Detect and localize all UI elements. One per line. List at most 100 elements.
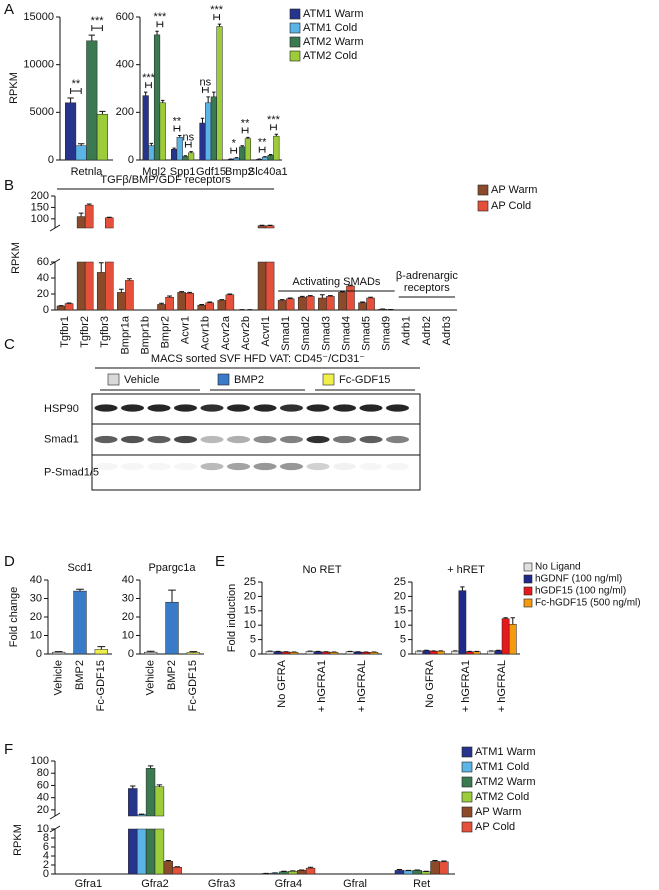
significance-label: ** bbox=[72, 78, 81, 90]
y-tick-label: 100 bbox=[31, 755, 49, 767]
x-tick-label: Vehicle bbox=[53, 660, 65, 695]
bar bbox=[145, 828, 156, 875]
error-bar bbox=[307, 295, 313, 297]
bar bbox=[163, 861, 174, 875]
blot-band bbox=[121, 462, 144, 471]
x-tick-label: Fc-GDF15 bbox=[95, 660, 107, 711]
bar bbox=[65, 102, 77, 161]
y-tick-label: 60 bbox=[37, 779, 49, 791]
error-bar bbox=[287, 297, 293, 299]
bar bbox=[458, 590, 467, 655]
bar bbox=[465, 651, 474, 655]
blot-row-label: Smad1 bbox=[44, 433, 79, 445]
error-bar bbox=[179, 291, 185, 293]
bar bbox=[186, 652, 200, 655]
bar bbox=[233, 157, 240, 161]
error-bar bbox=[66, 302, 72, 304]
bar bbox=[277, 300, 287, 311]
y-tick-label: 0 bbox=[128, 648, 134, 660]
bar bbox=[136, 814, 147, 817]
y-tick-label: 6 bbox=[43, 841, 49, 853]
error-bar bbox=[155, 30, 159, 35]
significance-bracket bbox=[230, 147, 238, 154]
bar bbox=[346, 285, 355, 311]
bar bbox=[430, 861, 440, 875]
bar bbox=[210, 96, 217, 161]
y-tick-label: 4 bbox=[43, 850, 49, 862]
y-tick-label: 0 bbox=[43, 868, 49, 880]
blot-band bbox=[200, 435, 224, 444]
error-bar bbox=[340, 291, 345, 293]
bar bbox=[279, 871, 289, 875]
bar bbox=[313, 651, 323, 655]
bar bbox=[148, 145, 155, 161]
y-tick-label: 0 bbox=[48, 154, 54, 166]
bar bbox=[96, 272, 106, 311]
y-tick-label: 15000 bbox=[23, 11, 54, 23]
y-tick-label: 0 bbox=[43, 304, 49, 316]
bar bbox=[345, 651, 355, 655]
significance-bracket bbox=[270, 124, 277, 131]
error-bar bbox=[172, 147, 176, 150]
legend-label: ATM1 Cold bbox=[303, 22, 357, 34]
blot-band bbox=[359, 435, 383, 444]
bar bbox=[56, 305, 66, 311]
x-tick-label: Vehicle bbox=[145, 660, 157, 695]
error-bar bbox=[299, 295, 305, 298]
x-tick-label: + hGFRA1 bbox=[316, 660, 328, 712]
bar bbox=[366, 297, 375, 311]
significance-label: *** bbox=[91, 15, 105, 27]
y-tick-label: 400 bbox=[116, 59, 134, 71]
significance-label: *** bbox=[153, 11, 167, 23]
blot-band bbox=[359, 404, 383, 412]
x-tick-label: Acvr2b bbox=[240, 316, 252, 350]
blot-band bbox=[227, 404, 250, 412]
y-tick-label: 15 bbox=[394, 605, 406, 617]
legend-swatch bbox=[523, 598, 533, 608]
bar bbox=[257, 225, 267, 229]
blot-band bbox=[386, 462, 409, 471]
blot-band bbox=[333, 462, 356, 471]
y-tick-label: 150 bbox=[31, 201, 49, 213]
bar bbox=[257, 261, 267, 311]
blot-band bbox=[280, 462, 303, 471]
legend-label: ATM2 Warm bbox=[303, 36, 364, 48]
y-tick-label: 20 bbox=[37, 288, 49, 300]
y-tick-label: 40 bbox=[37, 792, 49, 804]
y-tick-label: 10 bbox=[244, 619, 256, 631]
blot-band bbox=[306, 462, 330, 471]
x-tick-label: Acvr2a bbox=[220, 315, 232, 350]
bar bbox=[216, 26, 223, 161]
x-tick-label: No GFRA bbox=[424, 659, 436, 707]
error-bar bbox=[319, 294, 325, 298]
bar bbox=[154, 786, 165, 817]
legend-label: ATM2 Cold bbox=[303, 50, 357, 62]
legend-label: hGDNF (100 ng/ml) bbox=[535, 574, 622, 585]
error-bar bbox=[307, 866, 314, 869]
y-axis-label: Fold induction bbox=[226, 584, 238, 653]
legend-swatch bbox=[523, 586, 533, 596]
error-bar bbox=[503, 617, 508, 619]
y-tick-label: 40 bbox=[37, 272, 49, 284]
y-tick-label: 40 bbox=[122, 574, 134, 586]
legend-swatch bbox=[461, 746, 473, 758]
error-bar bbox=[187, 291, 193, 294]
error-bar bbox=[76, 588, 84, 592]
error-bar bbox=[510, 617, 515, 625]
blot-band bbox=[253, 404, 277, 412]
blot-band bbox=[280, 404, 303, 412]
y-tick-label: 10 bbox=[30, 629, 42, 641]
error-bar bbox=[246, 136, 250, 139]
x-tick-label: Smad4 bbox=[340, 316, 352, 351]
error-bar bbox=[78, 143, 85, 146]
bar bbox=[145, 768, 156, 817]
x-tick-label: Slc40a1 bbox=[248, 166, 288, 178]
x-tick-label: Fc-GDF15 bbox=[187, 660, 199, 711]
error-bar bbox=[432, 860, 438, 862]
blot-band bbox=[121, 404, 144, 412]
bar bbox=[165, 296, 174, 311]
x-tick-label: Gfra1 bbox=[75, 878, 103, 890]
x-tick-label: Smad3 bbox=[320, 316, 332, 351]
bar bbox=[182, 156, 189, 161]
significance-label: *** bbox=[210, 4, 224, 16]
